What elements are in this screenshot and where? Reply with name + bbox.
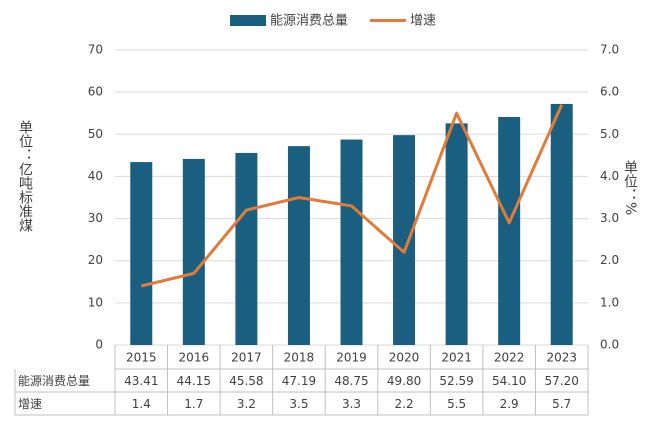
bar <box>182 158 205 345</box>
table-cell: 3.2 <box>237 397 256 411</box>
y-tick-label: 20 <box>88 253 103 267</box>
table-row-header: 增速 <box>18 397 42 411</box>
y2-tick-label: 7.0 <box>600 43 619 57</box>
x-tick-label: 2016 <box>179 351 210 365</box>
table-cell: 5.5 <box>447 397 466 411</box>
table-cell: 1.4 <box>132 397 151 411</box>
table-cell: 2.2 <box>395 397 414 411</box>
legend-swatch <box>230 15 266 26</box>
x-tick-label: 2018 <box>284 351 315 365</box>
y-tick-label: 60 <box>88 85 103 99</box>
bar <box>498 117 521 345</box>
x-tick-label: 2020 <box>389 351 420 365</box>
table-cell: 52.59 <box>439 374 473 388</box>
table-cell: 2.9 <box>500 397 519 411</box>
x-tick-label: 2017 <box>231 351 262 365</box>
x-tick-label: 2021 <box>441 351 472 365</box>
legend-label: 能源消费总量 <box>270 14 348 29</box>
bar <box>550 103 573 345</box>
y-tick-label: 30 <box>88 211 103 225</box>
x-tick-label: 2023 <box>546 351 577 365</box>
y-axis-label: 单位：亿吨标准煤 <box>17 120 33 232</box>
table-cell: 47.19 <box>282 374 316 388</box>
table-cell: 1.7 <box>184 397 203 411</box>
table-cell: 54.10 <box>492 374 526 388</box>
y2-tick-label: 2.0 <box>600 253 619 267</box>
y-tick-label: 40 <box>88 169 103 183</box>
bar <box>393 135 416 345</box>
table-cell: 44.15 <box>177 374 211 388</box>
x-tick-label: 2019 <box>336 351 367 365</box>
y2-tick-label: 6.0 <box>600 85 619 99</box>
table-cell: 49.80 <box>387 374 421 388</box>
line <box>140 104 564 288</box>
legend-label: 增速 <box>410 14 436 29</box>
y2-tick-label: 0.0 <box>600 338 619 352</box>
table-cell: 57.20 <box>545 374 579 388</box>
bar <box>287 146 310 345</box>
table-cell: 43.41 <box>124 374 158 388</box>
bar <box>130 162 153 345</box>
table-cell: 3.3 <box>342 397 361 411</box>
table-cell: 48.75 <box>334 374 368 388</box>
y-tick-label: 0 <box>95 338 103 352</box>
y2-tick-label: 5.0 <box>600 127 619 141</box>
x-tick-label: 2015 <box>126 351 157 365</box>
table-row-header: 能源消费总量 <box>18 374 90 388</box>
bar <box>445 123 468 345</box>
y2-tick-label: 4.0 <box>600 169 619 183</box>
table-cell: 3.5 <box>289 397 308 411</box>
table-cell: 45.58 <box>229 374 263 388</box>
y2-tick-label: 1.0 <box>600 295 619 309</box>
bar <box>235 152 258 345</box>
y-tick-label: 70 <box>88 43 103 57</box>
table-cell: 5.7 <box>552 397 571 411</box>
y-tick-label: 10 <box>88 295 103 309</box>
y-tick-label: 50 <box>88 127 103 141</box>
y2-axis-label: 单位：% <box>622 160 638 215</box>
x-tick-label: 2022 <box>494 351 525 365</box>
bar <box>340 139 363 345</box>
y2-tick-label: 3.0 <box>600 211 619 225</box>
